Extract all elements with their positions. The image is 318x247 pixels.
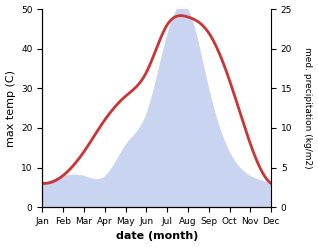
X-axis label: date (month): date (month) (115, 231, 198, 242)
Y-axis label: max temp (C): max temp (C) (5, 70, 16, 147)
Y-axis label: med. precipitation (kg/m2): med. precipitation (kg/m2) (303, 47, 313, 169)
